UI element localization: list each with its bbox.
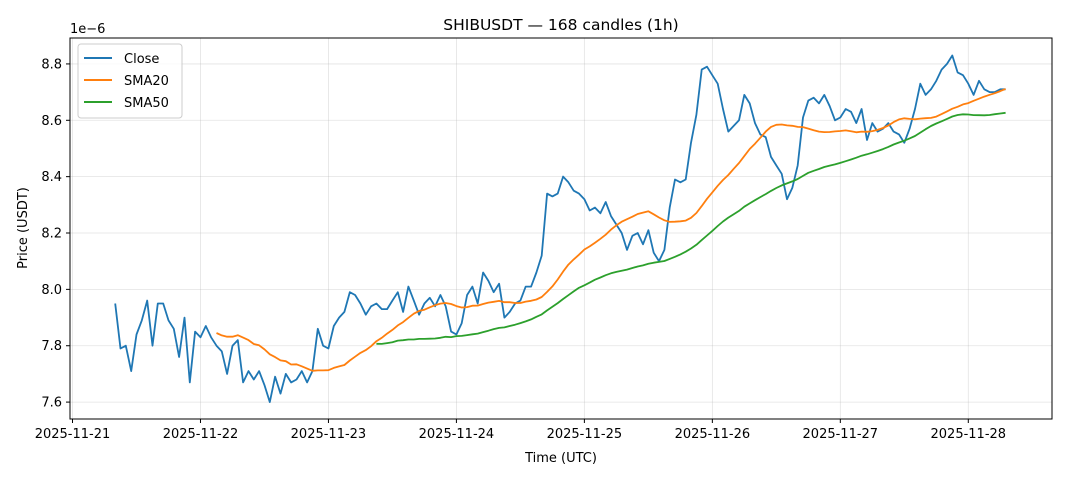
y-tick-label: 7.6 <box>41 396 62 411</box>
x-tick-label: 2025-11-25 <box>547 427 623 442</box>
legend-box <box>77 43 183 119</box>
x-tick-label: 2025-11-23 <box>291 427 367 442</box>
y-axis-ticks: 7.6 7.8 8.0 8.2 8.4 8.6 8.8 <box>41 57 70 411</box>
y-tick-label: 8.6 <box>41 114 62 129</box>
x-tick-label: 2025-11-26 <box>675 427 751 442</box>
y-tick-label: 7.8 <box>41 339 62 354</box>
series-line-sma50 <box>376 111 1006 345</box>
legend-label-sma20: SMA20 <box>124 74 169 89</box>
legend-label-sma50: SMA50 <box>124 96 169 111</box>
legend: Close SMA20 SMA50 <box>77 43 183 119</box>
y-tick-label: 8.2 <box>41 227 62 242</box>
x-tick-label: 2025-11-24 <box>419 427 495 442</box>
y-tick-label: 8.0 <box>41 283 62 298</box>
y-tick-label: 8.4 <box>41 170 62 185</box>
x-axis-ticks: 2025-11-21 2025-11-22 2025-11-23 2025-11-24… <box>35 419 1006 442</box>
x-tick-label: 2025-11-27 <box>803 427 879 442</box>
x-tick-label: 2025-11-22 <box>163 427 239 442</box>
plot-frame <box>69 37 1053 420</box>
x-tick-label: 2025-11-28 <box>931 427 1007 442</box>
x-axis-label: Time (UTC) <box>524 451 597 466</box>
grid <box>70 38 1052 419</box>
chart-title: SHIBUSDT — 168 candles (1h) <box>443 16 678 34</box>
y-tick-label: 8.8 <box>41 57 62 72</box>
series-line-sma20 <box>216 88 1006 372</box>
y-axis-label: Price (USDT) <box>16 187 31 269</box>
x-tick-label: 2025-11-21 <box>35 427 111 442</box>
legend-label-close: Close <box>124 52 159 67</box>
series-line-close <box>114 54 1006 403</box>
y-scale-offset: 1e−6 <box>70 22 105 37</box>
series-lines <box>114 54 1006 403</box>
